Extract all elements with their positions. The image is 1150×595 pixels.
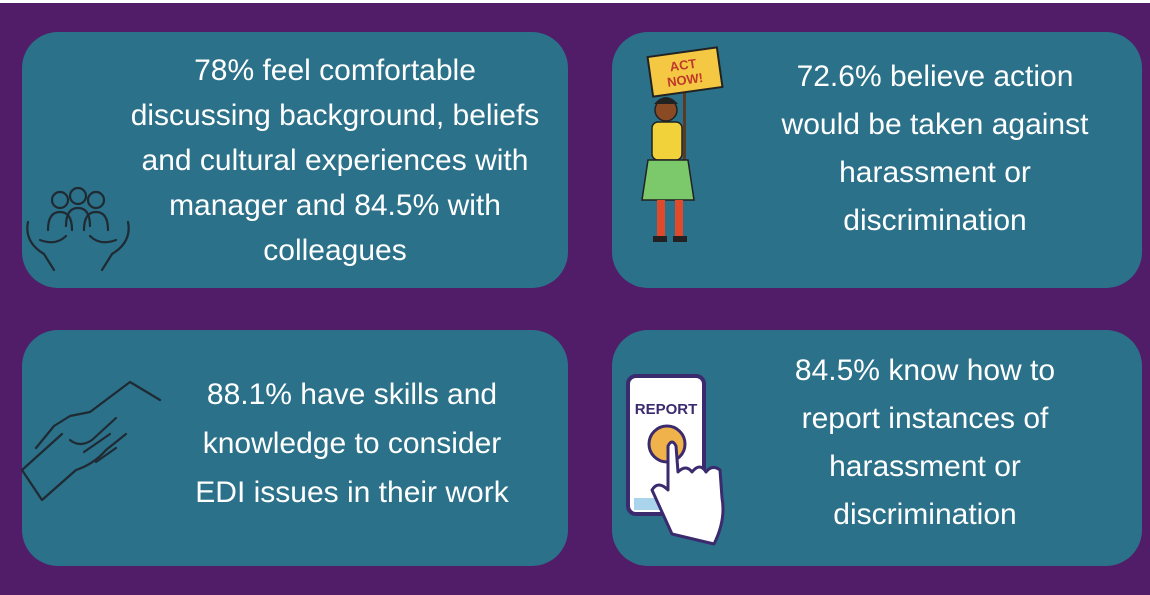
card-text: manager and 84.5% with [169,189,501,222]
card-text: discussing background, beliefs [131,99,540,132]
card-text: and cultural experiences with [142,144,529,177]
card-text: EDI issues in their work [195,476,509,509]
card-text: discrimination [843,204,1026,237]
handshake-icon [20,380,162,502]
card [22,330,568,566]
card-text: report instances of [802,402,1049,435]
card-text: 78% feel comfortable [194,54,476,87]
card-text: colleagues [263,234,406,267]
card [612,32,1142,288]
card-text: 84.5% know how to [795,354,1055,387]
card-text: discrimination [833,498,1016,531]
report-text: REPORT [635,401,698,418]
card-text: 72.6% believe action [797,60,1074,93]
sign-text: ACT [669,56,698,75]
card-text: harassment or [839,156,1031,189]
community-icon [26,186,130,272]
card-text: harassment or [829,450,1021,483]
card-text: 88.1% have skills and [207,378,497,411]
protester-icon [641,46,724,242]
card-text: would be taken against [781,108,1090,141]
sign-text: NOW! [666,70,704,90]
card [612,330,1142,566]
card-text: knowledge to consider [203,427,502,460]
report-icon [626,374,725,546]
card [22,32,568,288]
